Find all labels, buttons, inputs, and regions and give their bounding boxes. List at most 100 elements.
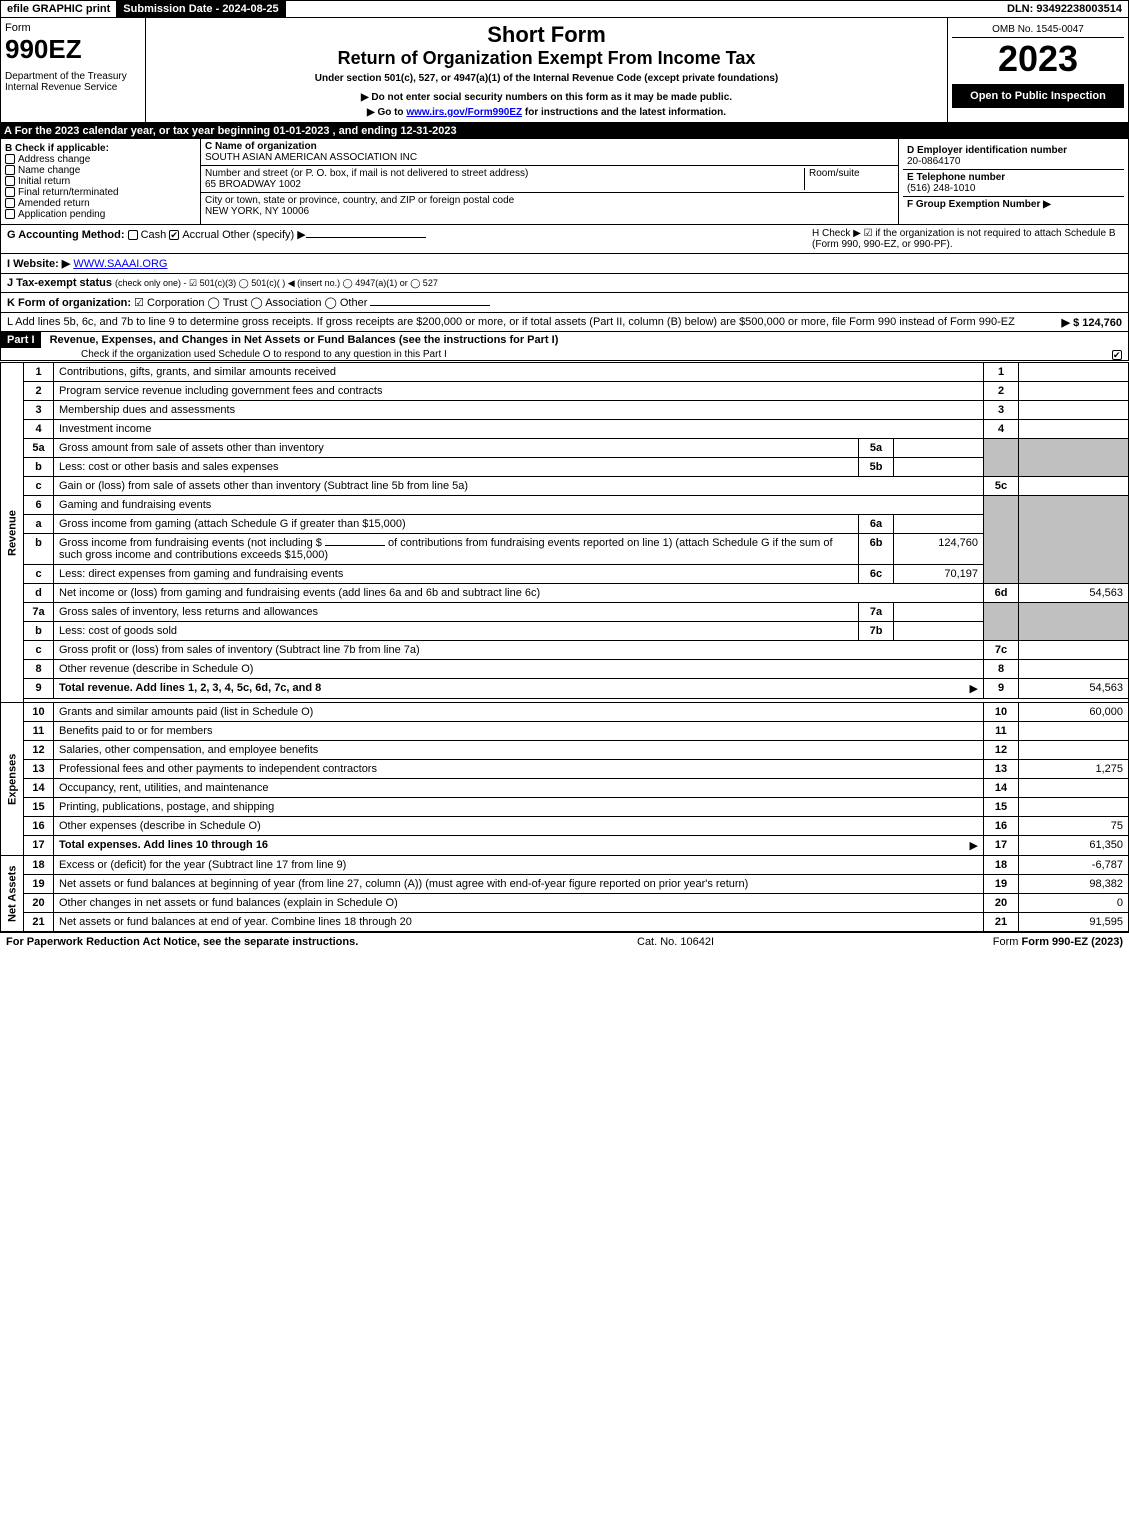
cb-application-pending[interactable]: Application pending bbox=[5, 209, 196, 220]
footer-left: For Paperwork Reduction Act Notice, see … bbox=[6, 936, 358, 948]
title-return: Return of Organization Exempt From Incom… bbox=[150, 48, 943, 69]
amt-8 bbox=[1019, 660, 1129, 679]
line-7c: Gross profit or (loss) from sales of inv… bbox=[54, 641, 984, 660]
cb-name-change[interactable]: Name change bbox=[5, 165, 196, 176]
h-text: H Check ▶ ☑ if the organization is not r… bbox=[812, 228, 1122, 250]
line-17-text: Total expenses. Add lines 10 through 16 bbox=[59, 839, 268, 851]
cb-cash[interactable] bbox=[128, 230, 138, 240]
cb-accrual[interactable] bbox=[169, 230, 179, 240]
submission-date: Submission Date - 2024-08-25 bbox=[117, 1, 285, 17]
l-text: L Add lines 5b, 6c, and 7b to line 9 to … bbox=[7, 316, 1015, 328]
cb-final-return[interactable]: Final return/terminated bbox=[5, 187, 196, 198]
line-6: Gaming and fundraising events bbox=[54, 496, 984, 515]
row-i: I Website: ▶ WWW.SAAAI.ORG bbox=[0, 254, 1129, 274]
amt-12 bbox=[1019, 741, 1129, 760]
line-6c: Less: direct expenses from gaming and fu… bbox=[54, 565, 859, 584]
amt-5c bbox=[1019, 477, 1129, 496]
efile-label[interactable]: efile GRAPHIC print bbox=[1, 1, 117, 17]
amt-6d: 54,563 bbox=[1019, 584, 1129, 603]
sub-7b bbox=[894, 622, 984, 641]
amt-18: -6,787 bbox=[1019, 856, 1129, 875]
line-5a: Gross amount from sale of assets other t… bbox=[54, 439, 859, 458]
line-6d: Net income or (loss) from gaming and fun… bbox=[54, 584, 984, 603]
lines-table: Revenue 1Contributions, gifts, grants, a… bbox=[0, 362, 1129, 932]
amt-21: 91,595 bbox=[1019, 913, 1129, 932]
line-19: Net assets or fund balances at beginning… bbox=[54, 875, 984, 894]
c-label: C Name of organization bbox=[205, 141, 317, 152]
part-i-label: Part I bbox=[1, 332, 41, 348]
k-rest: ☑ Corporation ◯ Trust ◯ Association ◯ Ot… bbox=[134, 297, 367, 309]
line-5c: Gain or (loss) from sale of assets other… bbox=[54, 477, 984, 496]
city: NEW YORK, NY 10006 bbox=[205, 206, 309, 217]
line-1: Contributions, gifts, grants, and simila… bbox=[54, 363, 984, 382]
dln: DLN: 93492238003514 bbox=[1001, 1, 1128, 17]
cb-address-change[interactable]: Address change bbox=[5, 154, 196, 165]
sub-5a bbox=[894, 439, 984, 458]
cb-name-change-label: Name change bbox=[18, 165, 80, 176]
line-15: Printing, publications, postage, and shi… bbox=[54, 798, 984, 817]
org-name: SOUTH ASIAN AMERICAN ASSOCIATION INC bbox=[205, 152, 417, 163]
line-13: Professional fees and other payments to … bbox=[54, 760, 984, 779]
sub-6b: 124,760 bbox=[894, 534, 984, 565]
note-ssn: ▶ Do not enter social security numbers o… bbox=[150, 92, 943, 103]
sub-6a bbox=[894, 515, 984, 534]
cb-final-return-label: Final return/terminated bbox=[18, 187, 119, 198]
sub-5b bbox=[894, 458, 984, 477]
footer-right-text: Form 990-EZ (2023) bbox=[1022, 936, 1123, 948]
b-label: B Check if applicable: bbox=[5, 143, 196, 154]
row-gh: G Accounting Method: Cash Accrual Other … bbox=[0, 225, 1129, 254]
amt-20: 0 bbox=[1019, 894, 1129, 913]
amt-2 bbox=[1019, 382, 1129, 401]
cb-amended-return-label: Amended return bbox=[18, 198, 90, 209]
phone: (516) 248-1010 bbox=[907, 183, 975, 194]
cb-amended-return[interactable]: Amended return bbox=[5, 198, 196, 209]
note-goto: ▶ Go to www.irs.gov/Form990EZ for instru… bbox=[150, 107, 943, 118]
top-bar: efile GRAPHIC print Submission Date - 20… bbox=[0, 0, 1129, 18]
irs-label: Internal Revenue Service bbox=[5, 82, 141, 93]
sub-7a bbox=[894, 603, 984, 622]
info-block: B Check if applicable: Address change Na… bbox=[0, 139, 1129, 225]
ein: 20-0864170 bbox=[907, 156, 960, 167]
line-8: Other revenue (describe in Schedule O) bbox=[54, 660, 984, 679]
amt-11 bbox=[1019, 722, 1129, 741]
open-public: Open to Public Inspection bbox=[952, 84, 1124, 108]
line-21: Net assets or fund balances at end of ye… bbox=[54, 913, 984, 932]
part-i-check: Check if the organization used Schedule … bbox=[1, 349, 447, 360]
e-label: E Telephone number bbox=[907, 172, 1005, 183]
l-amount: ▶ $ 124,760 bbox=[1062, 316, 1122, 329]
amt-1 bbox=[1019, 363, 1129, 382]
k-label: K Form of organization: bbox=[7, 297, 131, 309]
tax-year: 2023 bbox=[952, 38, 1124, 80]
line-16: Other expenses (describe in Schedule O) bbox=[54, 817, 984, 836]
line-20: Other changes in net assets or fund bala… bbox=[54, 894, 984, 913]
amt-16: 75 bbox=[1019, 817, 1129, 836]
amt-3 bbox=[1019, 401, 1129, 420]
row-l: L Add lines 5b, 6c, and 7b to line 9 to … bbox=[0, 313, 1129, 332]
irs-link[interactable]: www.irs.gov/Form990EZ bbox=[406, 107, 522, 118]
footer-right: Form Form 990-EZ (2023) bbox=[993, 936, 1123, 948]
omb: OMB No. 1545-0047 bbox=[952, 22, 1124, 38]
website-link[interactable]: WWW.SAAAI.ORG bbox=[73, 258, 167, 270]
row-k: K Form of organization: ☑ Corporation ◯ … bbox=[0, 293, 1129, 313]
note-goto-pre: ▶ Go to bbox=[367, 107, 406, 118]
part-i-title: Revenue, Expenses, and Changes in Net As… bbox=[44, 334, 559, 346]
amt-10: 60,000 bbox=[1019, 703, 1129, 722]
street-label: Number and street (or P. O. box, if mail… bbox=[205, 168, 528, 179]
other-label: Other (specify) ▶ bbox=[222, 229, 306, 241]
line-6b-pre: Gross income from fundraising events (no… bbox=[59, 537, 322, 549]
cb-initial-return-label: Initial return bbox=[18, 176, 70, 187]
section-a-period: A For the 2023 calendar year, or tax yea… bbox=[0, 123, 1129, 139]
footer-mid: Cat. No. 10642I bbox=[637, 936, 714, 948]
amt-17: 61,350 bbox=[1019, 836, 1129, 856]
cb-schedule-o[interactable] bbox=[1112, 350, 1122, 360]
line-18: Excess or (deficit) for the year (Subtra… bbox=[54, 856, 984, 875]
sub-6c: 70,197 bbox=[894, 565, 984, 584]
part-i-header: Part I Revenue, Expenses, and Changes in… bbox=[0, 332, 1129, 361]
line-14: Occupancy, rent, utilities, and maintena… bbox=[54, 779, 984, 798]
side-expenses: Expenses bbox=[1, 703, 24, 856]
f-label: F Group Exemption Number ▶ bbox=[907, 199, 1051, 210]
cb-address-change-label: Address change bbox=[18, 154, 90, 165]
cb-initial-return[interactable]: Initial return bbox=[5, 176, 196, 187]
amt-19: 98,382 bbox=[1019, 875, 1129, 894]
side-netassets: Net Assets bbox=[1, 856, 24, 932]
